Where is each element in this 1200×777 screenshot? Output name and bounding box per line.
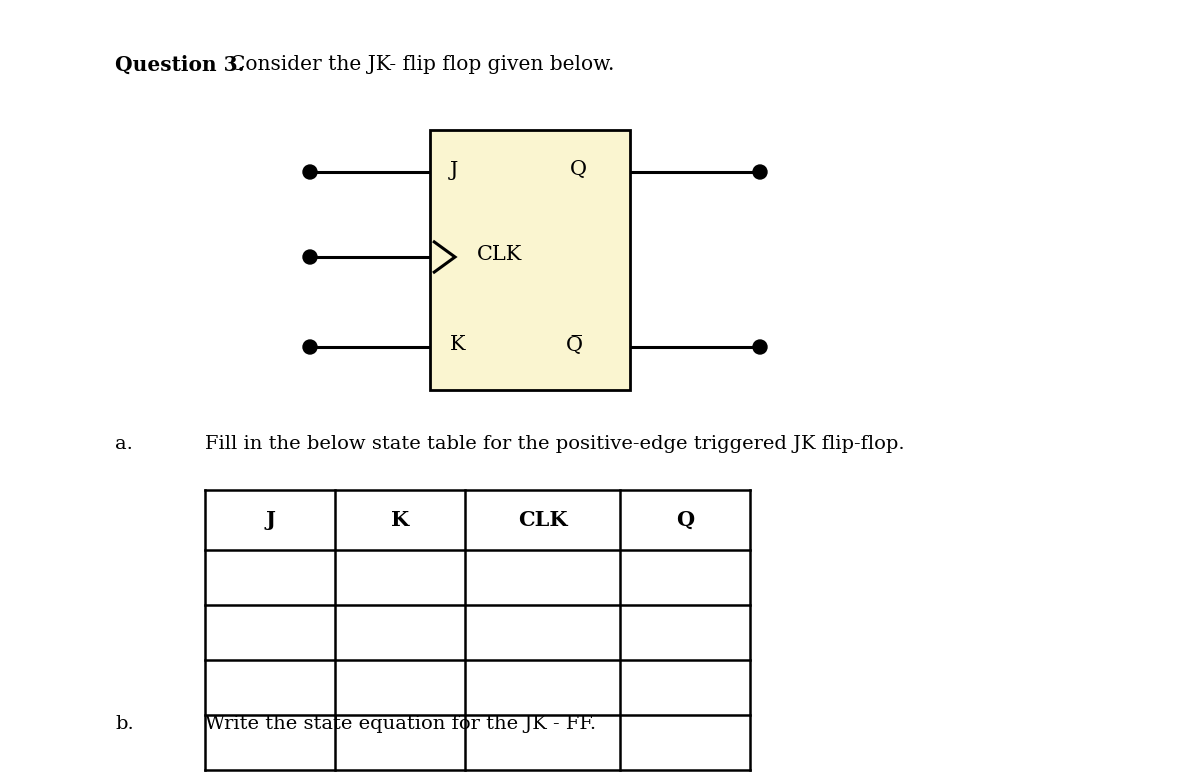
Text: a.: a.	[115, 435, 133, 453]
Text: J: J	[450, 161, 458, 179]
Text: Q: Q	[570, 161, 587, 179]
Text: Q̅: Q̅	[566, 336, 583, 354]
Text: Consider the JK- flip flop given below.: Consider the JK- flip flop given below.	[230, 55, 614, 74]
Circle shape	[302, 165, 317, 179]
Text: Write the state equation for the JK - FF.: Write the state equation for the JK - FF…	[205, 715, 596, 733]
Text: Q: Q	[676, 510, 694, 530]
Text: CLK: CLK	[478, 246, 522, 264]
Circle shape	[302, 250, 317, 264]
Text: CLK: CLK	[517, 510, 568, 530]
Circle shape	[754, 165, 767, 179]
Text: K: K	[450, 336, 466, 354]
Text: Question 3.: Question 3.	[115, 55, 259, 75]
Bar	[430, 130, 630, 390]
Text: b.: b.	[115, 715, 133, 733]
Circle shape	[302, 340, 317, 354]
Text: J: J	[265, 510, 275, 530]
Circle shape	[754, 340, 767, 354]
Text: Fill in the below state table for the positive-edge triggered JK flip-flop.: Fill in the below state table for the po…	[205, 435, 905, 453]
Text: K: K	[391, 510, 409, 530]
